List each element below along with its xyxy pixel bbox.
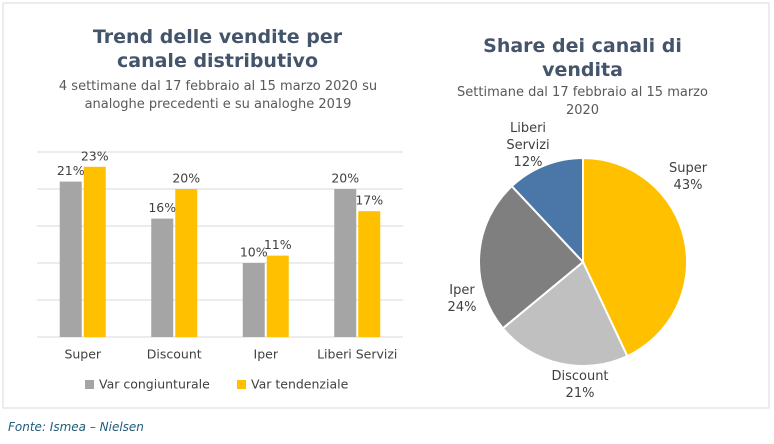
- pie-subtitle: Settimane dal 17 febbraio al 15 marzo 20…: [457, 85, 708, 118]
- x-tick-label: Discount: [147, 347, 202, 362]
- legend-label: Var congiunturale: [99, 377, 210, 392]
- bar-subtitle: 4 settimane dal 17 febbraio al 15 marzo …: [58, 79, 378, 112]
- data-label: 20%: [331, 171, 359, 186]
- data-label: 10%: [240, 245, 268, 260]
- x-tick-label: Super: [64, 347, 101, 362]
- bar: [334, 189, 357, 337]
- x-tick-label: Liberi Servizi: [317, 347, 397, 362]
- data-label: 17%: [355, 193, 383, 208]
- slice-value: 24%: [447, 300, 477, 315]
- x-tick-label: Iper: [254, 347, 279, 362]
- legend-swatch: [85, 380, 94, 389]
- slice-label: Iper 24%: [432, 282, 492, 316]
- bar-title: Trend delle vendite per canale distribut…: [92, 26, 343, 72]
- data-label: 11%: [264, 237, 292, 252]
- data-label: 20%: [172, 171, 200, 186]
- slice-name: Liberi Servizi: [506, 121, 550, 153]
- pie-title: Share dei canali di vendita: [483, 35, 682, 81]
- legend-label: Var tendenziale: [251, 377, 349, 392]
- bar: [266, 255, 289, 337]
- slice-name: Super: [668, 161, 708, 176]
- bar: [59, 181, 82, 337]
- slice-label: Discount 21%: [540, 368, 620, 402]
- legend-swatch: [237, 380, 246, 389]
- bar: [175, 189, 198, 337]
- slice-label: Liberi Servizi 12%: [498, 120, 558, 171]
- bar: [83, 166, 106, 337]
- bar: [358, 211, 381, 337]
- pie-slice: [510, 156, 584, 265]
- pie-slice: [478, 184, 585, 330]
- slice-value: 21%: [565, 386, 595, 401]
- data-label: 21%: [57, 163, 85, 178]
- source: Fonte: Ismea – Nielsen: [8, 420, 144, 434]
- slice-name: Iper: [449, 283, 475, 298]
- bar: [242, 263, 265, 337]
- frame: [2, 2, 770, 409]
- slice-label: Super 43%: [658, 160, 718, 194]
- pie-slice: [582, 156, 688, 358]
- slice-name: Discount: [551, 369, 609, 384]
- data-label: 16%: [148, 200, 176, 215]
- pie-slice: [501, 260, 629, 367]
- data-label: 23%: [81, 148, 109, 163]
- slice-value: 12%: [513, 155, 543, 170]
- slice-value: 43%: [673, 178, 703, 193]
- bar: [151, 218, 174, 337]
